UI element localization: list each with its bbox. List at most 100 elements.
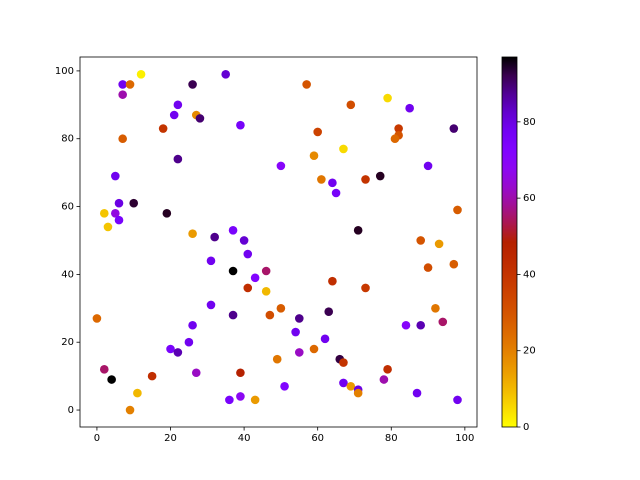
point [239, 236, 249, 245]
point [173, 348, 183, 357]
point [390, 134, 400, 144]
point [302, 80, 311, 89]
point [394, 124, 403, 133]
point [416, 236, 426, 245]
point [158, 124, 168, 133]
point [361, 283, 370, 293]
point [118, 134, 127, 144]
point [324, 307, 334, 316]
point [423, 161, 433, 171]
point [133, 388, 142, 398]
y-tick-label: 40 [61, 269, 74, 280]
point [383, 93, 392, 103]
point [173, 100, 183, 110]
point [328, 178, 337, 188]
point [331, 188, 341, 198]
point [423, 263, 433, 272]
colorbar-tick-label: 80 [523, 117, 536, 128]
point [188, 80, 197, 89]
point [166, 344, 175, 354]
point [276, 161, 286, 171]
point [118, 90, 127, 99]
point [236, 120, 245, 130]
y-tick-label: 20 [61, 337, 74, 348]
colorbar-tick-label: 40 [523, 269, 536, 280]
point [383, 365, 392, 374]
colorbar-tick-label: 0 [523, 422, 529, 433]
point [107, 375, 116, 384]
point [291, 327, 300, 337]
point [114, 215, 124, 225]
point [328, 276, 337, 286]
x-tick-label: 0 [94, 433, 100, 444]
point [294, 314, 304, 323]
point [294, 348, 304, 357]
point [236, 392, 245, 401]
point [147, 371, 157, 381]
point [188, 229, 197, 238]
point [265, 310, 275, 320]
point [353, 225, 363, 235]
x-tick-label: 20 [164, 433, 177, 444]
point [379, 375, 389, 384]
point [375, 171, 385, 181]
point [317, 175, 326, 184]
y-tick-label: 100 [55, 66, 74, 77]
point [416, 320, 426, 330]
point [228, 266, 238, 276]
point [431, 304, 440, 313]
point [228, 310, 238, 320]
point [412, 388, 422, 398]
x-tick-label: 60 [311, 433, 324, 444]
point [173, 154, 183, 164]
point [346, 382, 356, 391]
x-tick-label: 100 [455, 433, 474, 444]
colorbar [501, 56, 518, 428]
point [339, 358, 348, 367]
point [250, 273, 260, 283]
point [320, 334, 330, 344]
point [206, 256, 216, 266]
point [191, 368, 201, 378]
point [438, 317, 448, 327]
point [129, 198, 139, 208]
y-tick-label: 80 [61, 134, 74, 145]
x-tick-label: 80 [385, 433, 398, 444]
point [405, 103, 414, 113]
point [206, 300, 216, 310]
point [449, 259, 459, 269]
point [125, 405, 135, 415]
point [401, 320, 411, 330]
colorbar-tick-label: 60 [523, 193, 536, 204]
point [261, 287, 271, 296]
y-tick-label: 60 [61, 202, 74, 213]
point [276, 304, 286, 313]
x-tick-label: 40 [238, 433, 251, 444]
point [169, 110, 179, 120]
point [228, 225, 238, 235]
point [280, 382, 289, 391]
point [125, 80, 135, 89]
point [114, 198, 124, 208]
point [361, 175, 370, 184]
point [103, 222, 113, 232]
point [453, 395, 462, 405]
point [434, 239, 444, 249]
point [243, 283, 253, 293]
point [99, 209, 109, 218]
point [250, 395, 260, 405]
point [188, 320, 197, 330]
point [243, 249, 253, 259]
colorbar-tick-label: 20 [523, 346, 536, 357]
point [111, 171, 120, 181]
point [162, 209, 172, 218]
point [309, 151, 319, 160]
point [195, 114, 205, 123]
point [346, 100, 356, 110]
point [261, 266, 271, 276]
point [92, 314, 102, 323]
point [184, 337, 194, 347]
point [353, 388, 363, 398]
point [309, 344, 319, 354]
